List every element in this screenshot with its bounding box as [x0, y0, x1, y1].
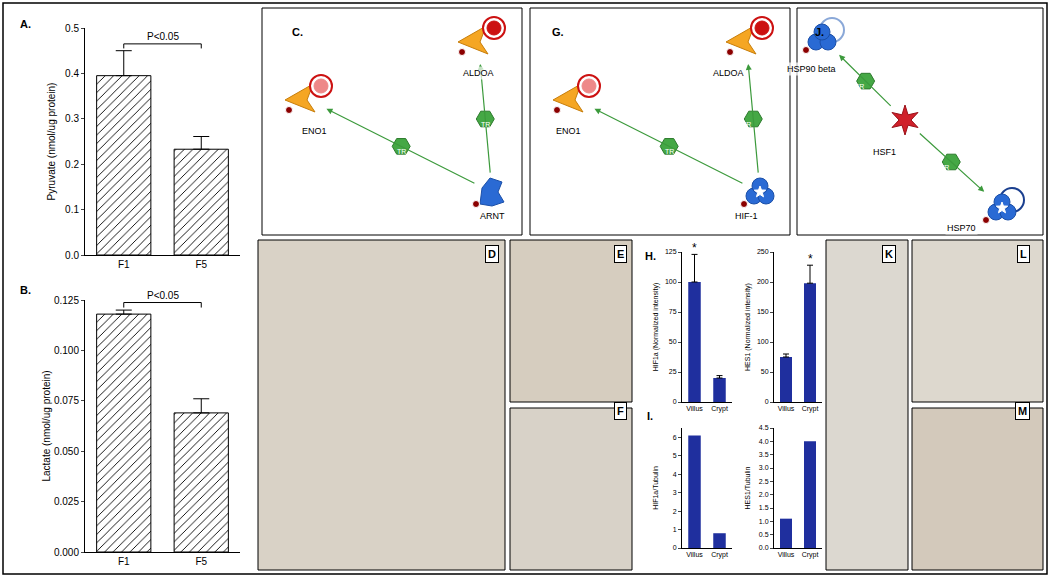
svg-text:0.1: 0.1 [65, 204, 79, 215]
svg-text:50: 50 [761, 368, 769, 375]
svg-text:P<0.05: P<0.05 [147, 31, 179, 42]
svg-text:F1: F1 [118, 556, 130, 567]
svg-text:ALDOA: ALDOA [713, 68, 744, 78]
svg-text:0.025: 0.025 [54, 496, 79, 507]
svg-text:C.: C. [292, 26, 303, 38]
svg-text:TR: TR [665, 148, 674, 155]
svg-text:TR: TR [481, 121, 490, 128]
svg-text:TR: TR [940, 164, 949, 171]
svg-text:2.5: 2.5 [759, 478, 769, 485]
svg-text:H.: H. [645, 250, 656, 262]
svg-text:4.0: 4.0 [759, 438, 769, 445]
svg-text:0.0: 0.0 [65, 250, 79, 261]
svg-text:Villus: Villus [778, 551, 795, 558]
svg-text:0: 0 [765, 398, 769, 405]
svg-text:2: 2 [673, 508, 677, 515]
svg-text:F5: F5 [195, 556, 207, 567]
svg-text:Villus: Villus [686, 551, 703, 558]
svg-text:0.0: 0.0 [759, 544, 769, 551]
svg-text:B.: B. [20, 284, 31, 296]
svg-text:0: 0 [673, 398, 677, 405]
svg-text:3.5: 3.5 [759, 451, 769, 458]
svg-text:Crypt: Crypt [802, 405, 819, 413]
svg-text:0.050: 0.050 [54, 446, 79, 457]
svg-text:HSP70: HSP70 [947, 223, 976, 233]
svg-text:P<0.05: P<0.05 [147, 290, 179, 301]
svg-text:5: 5 [673, 452, 677, 459]
svg-text:HES1 (Normalized intensity): HES1 (Normalized intensity) [744, 283, 752, 371]
svg-text:HIF1a (Normalized intensity): HIF1a (Normalized intensity) [652, 283, 660, 372]
svg-text:0: 0 [673, 544, 677, 551]
svg-text:Villus: Villus [686, 405, 703, 412]
svg-text:*: * [692, 241, 697, 255]
svg-text:3: 3 [673, 489, 677, 496]
svg-text:0.4: 0.4 [65, 68, 79, 79]
svg-text:HIF1a/Tubulin: HIF1a/Tubulin [652, 466, 659, 510]
svg-text:HSF1: HSF1 [873, 147, 896, 157]
svg-text:Lactate (nmol/ug protein): Lactate (nmol/ug protein) [41, 370, 52, 481]
svg-text:25: 25 [669, 368, 677, 375]
svg-text:0.3: 0.3 [65, 113, 79, 124]
svg-text:Crypt: Crypt [802, 551, 819, 559]
svg-text:1: 1 [673, 526, 677, 533]
svg-text:0.5: 0.5 [65, 23, 79, 34]
svg-text:J.: J. [815, 26, 824, 38]
svg-text:A.: A. [20, 18, 31, 30]
svg-text:F5: F5 [195, 259, 207, 270]
svg-text:2.0: 2.0 [759, 491, 769, 498]
svg-text:D: D [488, 248, 496, 260]
svg-text:I.: I. [647, 410, 653, 422]
svg-text:3.0: 3.0 [759, 464, 769, 471]
svg-text:100: 100 [665, 278, 677, 285]
svg-text:ARNT: ARNT [480, 211, 505, 221]
svg-text:0.125: 0.125 [54, 295, 79, 306]
svg-text:ALDOA: ALDOA [463, 68, 494, 78]
svg-text:F1: F1 [118, 259, 130, 270]
svg-text:4: 4 [673, 471, 677, 478]
svg-text:TR: TR [742, 121, 751, 128]
svg-text:TR: TR [397, 148, 406, 155]
svg-text:150: 150 [757, 308, 769, 315]
svg-text:0.2: 0.2 [65, 159, 79, 170]
svg-text:6: 6 [673, 434, 677, 441]
svg-text:125: 125 [665, 248, 677, 255]
svg-text:ENO1: ENO1 [556, 126, 581, 136]
svg-text:*: * [808, 252, 813, 266]
svg-text:0.100: 0.100 [54, 345, 79, 356]
svg-text:250: 250 [757, 248, 769, 255]
svg-text:M: M [1018, 405, 1027, 417]
svg-text:50: 50 [669, 338, 677, 345]
svg-text:0.5: 0.5 [759, 531, 769, 538]
svg-text:1.0: 1.0 [759, 518, 769, 525]
svg-text:HSP90 beta: HSP90 beta [787, 64, 836, 74]
svg-text:4.5: 4.5 [759, 424, 769, 431]
svg-text:HES1/Tubulin: HES1/Tubulin [744, 466, 751, 509]
svg-text:1.5: 1.5 [759, 504, 769, 511]
svg-text:Crypt: Crypt [711, 405, 728, 413]
svg-text:HIF-1: HIF-1 [735, 211, 758, 221]
svg-text:L: L [1020, 248, 1027, 260]
svg-text:100: 100 [757, 338, 769, 345]
svg-text:75: 75 [669, 308, 677, 315]
svg-text:200: 200 [757, 278, 769, 285]
svg-text:F: F [617, 405, 624, 417]
svg-text:TR: TR [855, 83, 864, 90]
svg-text:K: K [885, 248, 893, 260]
svg-text:Villus: Villus [778, 405, 795, 412]
svg-text:G.: G. [552, 26, 564, 38]
svg-text:0.075: 0.075 [54, 395, 79, 406]
svg-text:ENO1: ENO1 [302, 126, 327, 136]
svg-text:0.000: 0.000 [54, 547, 79, 558]
svg-text:E: E [617, 248, 624, 260]
svg-text:Pyruvate (nmol/ug protein): Pyruvate (nmol/ug protein) [46, 83, 57, 201]
svg-text:Crypt: Crypt [711, 551, 728, 559]
